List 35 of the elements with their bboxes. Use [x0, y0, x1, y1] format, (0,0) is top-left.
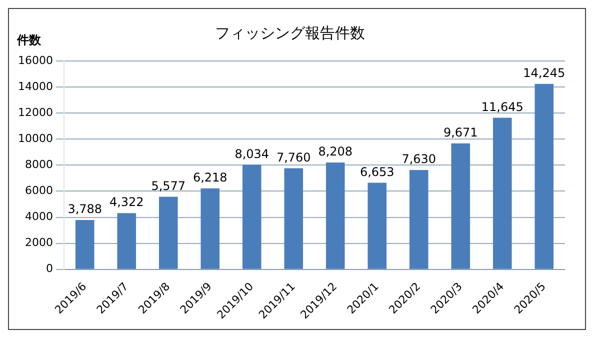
y-tick-label: 12000	[18, 106, 53, 119]
chart-title: フィッシング報告件数	[215, 24, 365, 42]
data-label: 3,788	[68, 202, 102, 216]
data-label: 7,760	[276, 150, 311, 164]
data-label: 4,322	[109, 195, 144, 210]
data-label: 9,671	[443, 126, 478, 140]
y-tick-label: 8000	[24, 158, 53, 172]
data-label: 6,218	[192, 170, 228, 185]
y-tick-label: 4000	[24, 210, 53, 224]
data-label: 5,577	[151, 178, 186, 193]
bar	[200, 188, 220, 269]
bar	[451, 143, 470, 269]
bar	[409, 170, 428, 269]
y-tick-label: 0	[46, 262, 53, 276]
bar	[242, 164, 262, 269]
y-tick-label: 10000	[18, 132, 53, 145]
data-label: 8,208	[318, 144, 353, 159]
y-axis-title: 件数	[16, 33, 42, 48]
y-tick-label: 14000	[18, 80, 53, 93]
y-tick-label: 2000	[24, 236, 53, 250]
bar	[117, 213, 136, 269]
y-tick-label: 16000	[18, 54, 53, 67]
bar	[534, 84, 554, 269]
bar	[326, 162, 345, 269]
data-label: 6,653	[360, 164, 394, 179]
data-label: 8,034	[234, 146, 270, 161]
bar	[368, 182, 387, 269]
bar	[158, 196, 178, 269]
data-label: 14,245	[523, 66, 566, 80]
y-tick-label: 6000	[24, 184, 53, 198]
data-label: 7,630	[402, 152, 436, 166]
bar	[284, 168, 304, 269]
bar	[492, 118, 512, 269]
data-label: 11,645	[481, 100, 524, 114]
bar	[75, 220, 94, 269]
